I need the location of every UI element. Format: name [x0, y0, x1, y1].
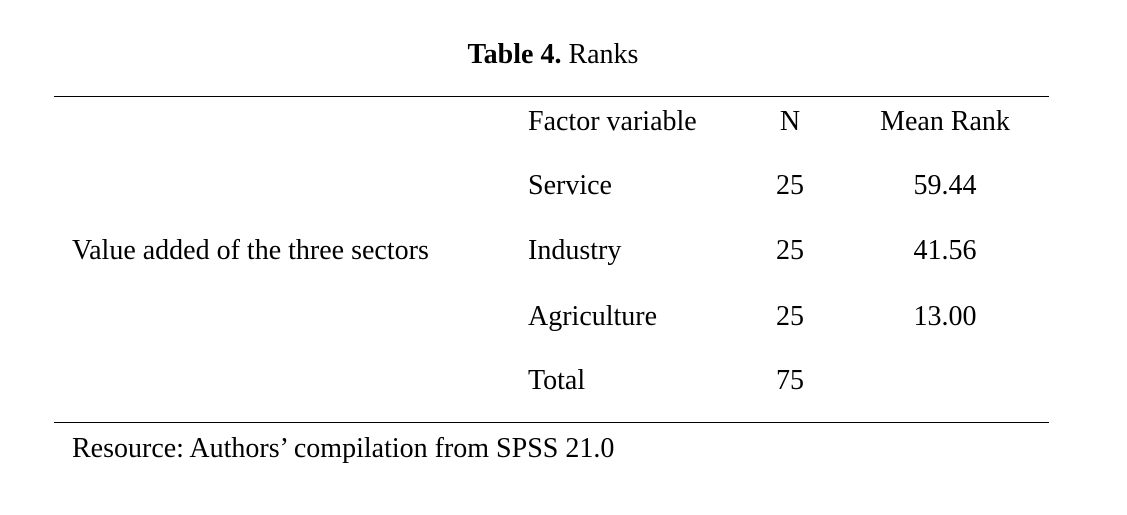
row-group-label: Value added of the three sectors — [72, 235, 429, 266]
table-cell: 59.44 — [913, 170, 977, 201]
column-header: N — [779, 106, 801, 137]
table-cell: Total — [528, 365, 586, 396]
caption-text: Ranks — [568, 39, 639, 70]
top-rule — [54, 96, 1049, 97]
table-cell: 75 — [776, 365, 804, 396]
bottom-rule — [54, 422, 1049, 423]
table-cell: 13.00 — [913, 301, 977, 332]
table-cell: 25 — [776, 301, 804, 332]
table-cell: Industry — [528, 235, 622, 266]
table-note: Resource: Authors’ compilation from SPSS… — [72, 433, 615, 464]
table-cell: Agriculture — [528, 301, 658, 332]
column-header: Mean Rank — [880, 106, 1010, 137]
column-header: Factor variable — [528, 106, 697, 137]
table-cell: 25 — [776, 235, 804, 266]
table-cell: Service — [528, 170, 612, 201]
table-cell: 25 — [776, 170, 804, 201]
table-caption: Table 4. Ranks — [468, 41, 639, 69]
caption-label: Table 4. — [467, 39, 562, 70]
table-cell: 41.56 — [913, 235, 977, 266]
